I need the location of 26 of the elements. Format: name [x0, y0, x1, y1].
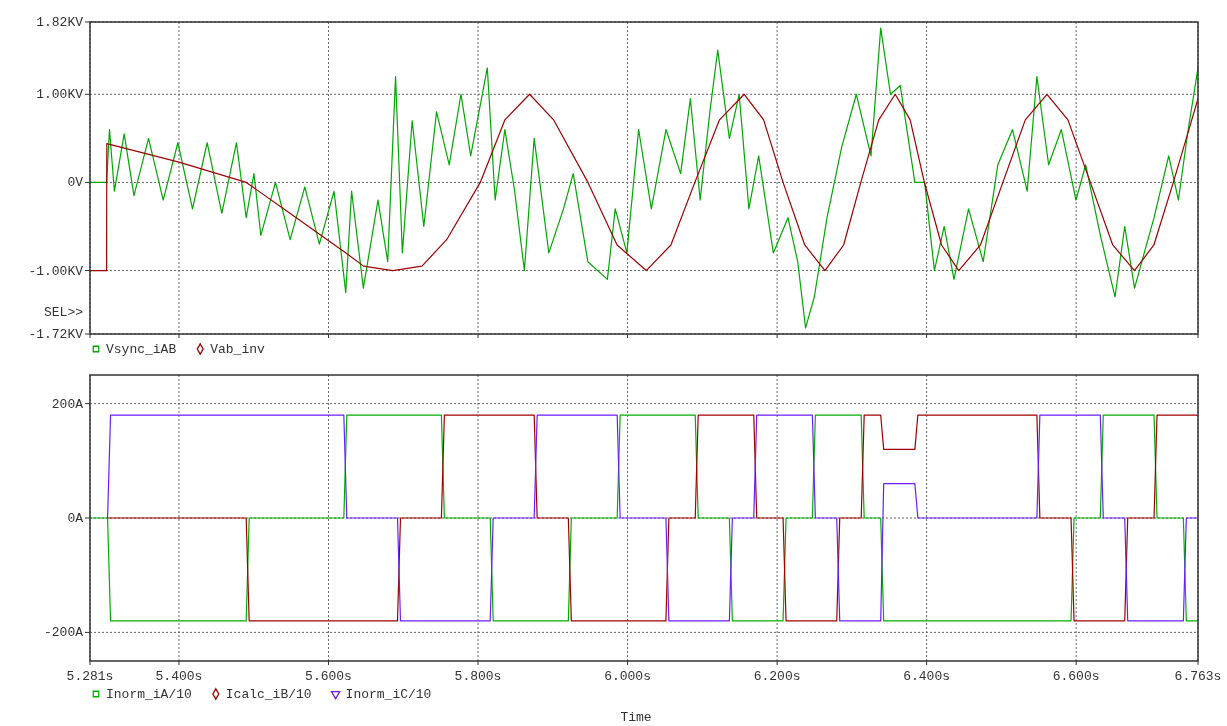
x-tick-label: 5.281s — [66, 669, 114, 684]
legend-label: Vab_inv — [210, 342, 266, 357]
y-tick-label: 0A — [67, 511, 84, 526]
x-tick-label: 6.400s — [903, 669, 951, 684]
x-tick-label: 6.000s — [604, 669, 651, 684]
y-tick-label: -1.72KV — [28, 327, 84, 342]
y-tick-label: 1.82KV — [36, 15, 84, 30]
y-tick-label: 1.00KV — [36, 87, 84, 103]
line-series — [90, 27, 1198, 329]
legend-label: Vsync_iAB — [106, 342, 177, 357]
x-tick-label: 5.600s — [305, 669, 352, 684]
y-tick-label: 0V — [67, 175, 84, 191]
x-tick-label: 6.763s — [1174, 669, 1222, 684]
x-tick-label: 5.400s — [155, 669, 203, 684]
text: SEL>> — [43, 305, 84, 320]
x-tick-label: 6.600s — [1052, 669, 1100, 684]
line-series — [90, 93, 1198, 272]
y-tick-label: 200A — [51, 396, 84, 412]
legend-label: Inorm_iC/10 — [345, 687, 432, 702]
x-tick-label: 6.200s — [753, 669, 801, 684]
y-tick-label: -200A — [43, 625, 84, 641]
y-tick-label: -1.00KV — [28, 263, 84, 279]
legend-label: Icalc_iB/10 — [225, 687, 312, 702]
x-tick-label: 5.800s — [454, 669, 502, 684]
legend-label: Inorm_iA/10 — [106, 687, 192, 702]
x-axis-title: Time — [620, 710, 652, 725]
